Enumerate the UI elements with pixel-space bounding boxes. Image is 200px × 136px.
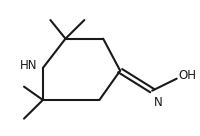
Text: HN: HN: [20, 59, 37, 72]
Text: OH: OH: [179, 69, 197, 83]
Text: N: N: [154, 96, 163, 109]
